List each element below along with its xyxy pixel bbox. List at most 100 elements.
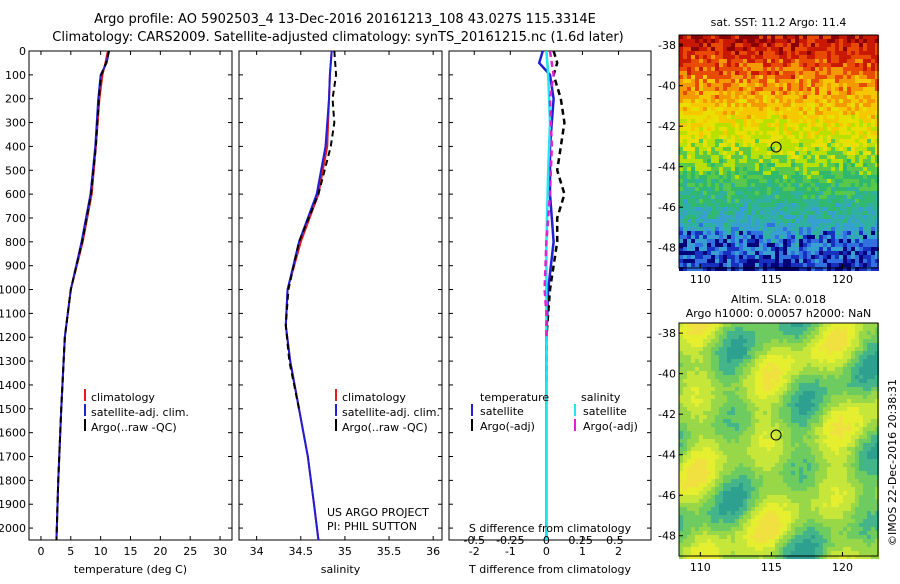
- map-cell: [691, 463, 695, 467]
- map-cell: [739, 407, 743, 411]
- map-cell: [767, 51, 771, 55]
- map-cell: [767, 351, 771, 355]
- map-cell: [715, 399, 719, 403]
- legend-label: satellite: [583, 405, 627, 418]
- map-cell: [795, 247, 799, 251]
- map-cell: [747, 151, 751, 155]
- map-cell: [683, 219, 687, 223]
- map-cell: [871, 331, 875, 335]
- map-cell: [739, 443, 743, 447]
- map-cell: [711, 423, 715, 427]
- map-cell: [679, 51, 683, 55]
- map-cell: [791, 99, 795, 103]
- map-cell: [699, 171, 703, 175]
- map-cell: [867, 427, 871, 431]
- map-cell: [855, 227, 859, 231]
- map-cell: [679, 83, 683, 87]
- map-cell: [859, 411, 863, 415]
- map-cell: [803, 187, 807, 191]
- map-cell: [711, 135, 715, 139]
- map-cell: [843, 147, 847, 151]
- map-cell: [759, 39, 763, 43]
- map-cell: [779, 119, 783, 123]
- map-cell: [731, 455, 735, 459]
- map-cell: [859, 387, 863, 391]
- map-cell: [707, 383, 711, 387]
- map-cell: [719, 375, 723, 379]
- map-cell: [715, 459, 719, 463]
- map-cell: [855, 427, 859, 431]
- map-cell: [823, 235, 827, 239]
- map-cell: [851, 179, 855, 183]
- map-cell: [835, 399, 839, 403]
- map-cell: [679, 211, 683, 215]
- map-cell: [827, 87, 831, 91]
- map-cell: [695, 375, 699, 379]
- map-cell: [791, 67, 795, 71]
- map-cell: [767, 463, 771, 467]
- map-cell: [827, 47, 831, 51]
- map-cell: [683, 63, 687, 67]
- map-cell: [839, 387, 843, 391]
- map-cell: [679, 219, 683, 223]
- map-cell: [855, 235, 859, 239]
- map-cell: [855, 211, 859, 215]
- map-cell: [783, 167, 787, 171]
- map-cell: [811, 119, 815, 123]
- map-cell: [791, 351, 795, 355]
- map-cell: [723, 91, 727, 95]
- map-cell: [815, 403, 819, 407]
- map-cell: [823, 87, 827, 91]
- map-cell: [683, 355, 687, 359]
- map-cell: [747, 239, 751, 243]
- map-cell: [855, 139, 859, 143]
- map-cell: [767, 407, 771, 411]
- map-cell: [779, 195, 783, 199]
- map-cell: [855, 387, 859, 391]
- map-cell: [847, 167, 851, 171]
- map-cell: [859, 135, 863, 139]
- legend-label: climatology: [342, 391, 406, 404]
- map-cell: [843, 67, 847, 71]
- map-cell: [799, 343, 803, 347]
- map-cell: [683, 435, 687, 439]
- map-cell: [711, 355, 715, 359]
- map-cell: [791, 159, 795, 163]
- map-cell: [735, 131, 739, 135]
- map-cell: [835, 75, 839, 79]
- map-cell: [763, 155, 767, 159]
- map-cell: [871, 231, 875, 235]
- map-cell: [855, 443, 859, 447]
- map-cell: [687, 211, 691, 215]
- legend-header-salinity: salinity: [581, 391, 621, 404]
- map-cell: [679, 343, 683, 347]
- map-cell: [855, 451, 859, 455]
- map-cell: [751, 459, 755, 463]
- map-cell: [811, 359, 815, 363]
- map-cell: [683, 39, 687, 43]
- map-cell: [795, 443, 799, 447]
- map-cell: [815, 443, 819, 447]
- map-cell: [871, 391, 875, 395]
- map-cell: [735, 419, 739, 423]
- map-cell: [831, 327, 835, 331]
- map-cell: [799, 115, 803, 119]
- map-cell: [839, 215, 843, 219]
- map-cell: [723, 47, 727, 51]
- map-cell: [843, 191, 847, 195]
- map-cell: [799, 323, 803, 327]
- map-cell: [847, 455, 851, 459]
- map-cell: [731, 359, 735, 363]
- map-cell: [843, 167, 847, 171]
- map-cell: [715, 71, 719, 75]
- map-cell: [815, 139, 819, 143]
- map-cell: [815, 355, 819, 359]
- map-cell: [787, 147, 791, 151]
- map-cell: [815, 219, 819, 223]
- map-cell: [687, 123, 691, 127]
- map-cell: [763, 159, 767, 163]
- map-cell: [695, 335, 699, 339]
- map-cell: [775, 187, 779, 191]
- map-cell: [759, 47, 763, 51]
- map-cell: [691, 159, 695, 163]
